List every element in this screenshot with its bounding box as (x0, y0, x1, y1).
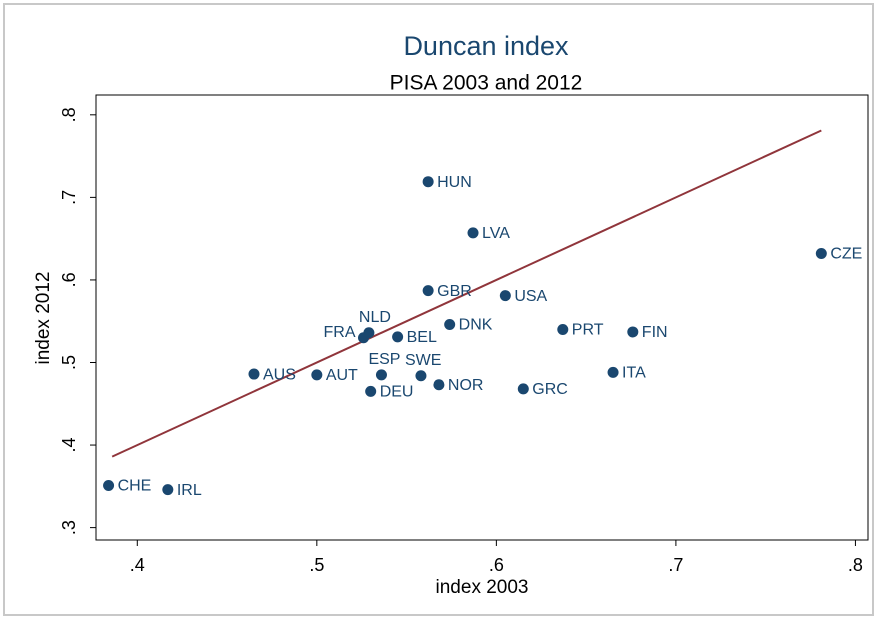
point-label: LVA (482, 225, 510, 242)
point-label: USA (514, 288, 547, 305)
point (392, 331, 404, 343)
x-tick-label: .7 (668, 555, 683, 575)
point-label: AUS (263, 366, 296, 383)
point-label: SWE (405, 352, 441, 369)
point (607, 366, 619, 378)
point (422, 176, 434, 188)
point (517, 383, 529, 395)
point (162, 484, 174, 496)
y-axis-title: index 2012 (33, 272, 54, 365)
point-label: DEU (380, 384, 414, 401)
point-label: AUT (326, 367, 358, 384)
x-tick-label: .6 (489, 555, 504, 575)
y-tick-label: .7 (59, 190, 79, 205)
chart-title: Duncan index (403, 31, 569, 61)
point (365, 385, 377, 397)
point (433, 379, 445, 391)
point-label: CZE (830, 246, 862, 263)
point-label: HUN (437, 174, 472, 191)
y-tick-label: .6 (59, 272, 79, 287)
y-tick-label: .5 (59, 355, 79, 370)
point-label: ITA (622, 365, 646, 382)
y-tick-label: .4 (59, 438, 79, 453)
point-label: FRA (324, 324, 356, 341)
point (467, 227, 479, 239)
point (627, 326, 639, 338)
point-label: ESP (368, 351, 400, 368)
point-label: IRL (177, 482, 202, 499)
point (363, 327, 375, 339)
point (422, 285, 434, 297)
point-label: DNK (459, 317, 493, 334)
point-label: FIN (642, 324, 668, 341)
y-tick-label: .3 (59, 520, 79, 535)
y-tick-label: .8 (59, 107, 79, 122)
point-label: NLD (359, 309, 391, 326)
point (499, 290, 511, 302)
x-tick-label: .4 (130, 555, 145, 575)
point-label: GBR (437, 283, 472, 300)
point-label: CHE (118, 478, 152, 495)
point (311, 369, 323, 381)
chart-subtitle: PISA 2003 and 2012 (390, 72, 583, 95)
point (375, 369, 387, 381)
point (415, 370, 427, 382)
point (248, 368, 260, 380)
point (557, 323, 569, 335)
point-label: NOR (448, 377, 484, 394)
point-label: GRC (532, 381, 568, 398)
point-label: PRT (572, 322, 604, 339)
x-axis-title: index 2003 (436, 577, 529, 598)
point (103, 480, 115, 492)
x-tick-label: .5 (309, 555, 324, 575)
x-tick-label: .8 (848, 555, 863, 575)
point (815, 248, 827, 260)
point-label: BEL (407, 329, 437, 346)
fit-line (111, 129, 822, 458)
point (444, 319, 456, 331)
